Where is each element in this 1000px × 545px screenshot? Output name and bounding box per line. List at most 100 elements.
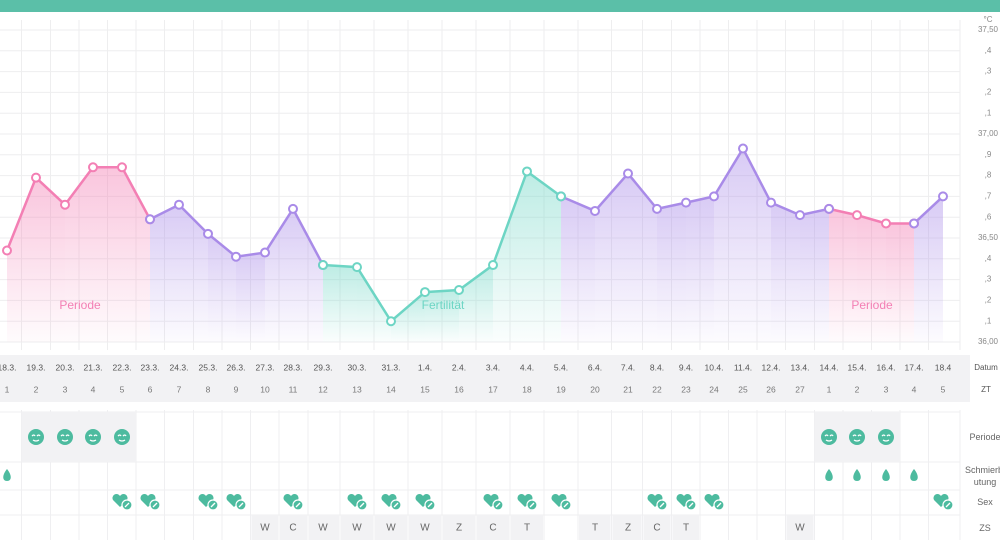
- temperature-point: [174, 199, 184, 210]
- cycle-day-label: 22: [652, 384, 662, 394]
- area-fill: [657, 202, 686, 342]
- y-tick-label: ,4: [985, 46, 992, 55]
- temperature-point: [420, 287, 430, 298]
- sex-icon: [415, 493, 431, 507]
- zs-cell: [672, 515, 699, 540]
- cycle-day-label: 7: [177, 384, 182, 394]
- zs-cell: [443, 515, 475, 540]
- y-tick-label: ,8: [985, 171, 992, 180]
- area-fill: [800, 208, 829, 342]
- temperature-line: [560, 146, 830, 217]
- spotting-icon: [3, 469, 11, 481]
- cycle-day-label: 1: [5, 384, 10, 394]
- zs-cell: [309, 515, 339, 540]
- period-icon-face: [852, 434, 862, 442]
- temperature-point: [909, 218, 919, 229]
- x-tick-label: 18.3.: [0, 362, 16, 372]
- period-icon-face: [824, 434, 834, 442]
- temperature-point: [590, 205, 600, 216]
- sex-icon: [283, 493, 299, 507]
- y-tick-label: ,7: [985, 192, 992, 201]
- zs-label: C: [289, 523, 296, 534]
- cycle-day-label: 3: [884, 384, 889, 394]
- axis-row-label: Datum: [974, 363, 998, 372]
- cycle-day-label: 6: [148, 384, 153, 394]
- period-icon-face: [88, 434, 98, 442]
- temperature-point: [454, 285, 464, 295]
- temperature-line: [322, 169, 562, 324]
- zs-label: C: [653, 523, 660, 534]
- sex-icon-check: [295, 502, 301, 508]
- area-fill: [493, 171, 527, 342]
- temperature-point: [260, 247, 270, 258]
- zs-cell: [477, 515, 509, 540]
- x-tick-label: 27.3.: [256, 362, 275, 372]
- sex-icon-check: [427, 502, 433, 508]
- phase-label: Fertilität: [422, 298, 465, 312]
- temperature-point: [681, 197, 691, 208]
- period-icon: [85, 429, 101, 445]
- x-tick-label: 29.3.: [314, 362, 333, 372]
- area-fill: [208, 233, 236, 342]
- sex-icon-check: [152, 502, 158, 508]
- row-label: Schmierblutung: [965, 465, 1000, 487]
- row-label: Sex: [977, 497, 993, 507]
- zs-label: W: [318, 523, 328, 534]
- top-bar: [0, 0, 1000, 12]
- axis-band: [0, 355, 970, 402]
- temperature-point: [60, 199, 70, 210]
- x-tick-label: 31.3.: [382, 362, 401, 372]
- zs-label: Z: [456, 523, 462, 534]
- x-tick-label: 25.3.: [199, 362, 218, 372]
- x-tick-label: 19.3.: [27, 362, 46, 372]
- y-tick-label: ,1: [985, 316, 992, 325]
- y-tick-label: 37,00: [978, 129, 999, 138]
- zs-label: W: [352, 523, 362, 534]
- sex-icon: [647, 493, 663, 507]
- x-tick-label: 22.3.: [113, 362, 132, 372]
- x-tick-label: 3.4.: [486, 362, 500, 372]
- y-tick-label: 36,50: [978, 233, 999, 242]
- x-tick-label: 24.3.: [170, 362, 189, 372]
- cycle-day-label: 10: [260, 384, 270, 394]
- spotting-icon: [825, 469, 833, 481]
- sex-icon-check: [238, 502, 244, 508]
- area-fill: [150, 204, 179, 342]
- cycle-day-label: 8: [206, 384, 211, 394]
- sex-icon-check: [716, 502, 722, 508]
- temperature-line: [5, 166, 152, 251]
- temperature-point: [203, 228, 213, 239]
- cycle-day-label: 25: [738, 384, 748, 394]
- sex-icon: [381, 493, 397, 507]
- sex-icon: [676, 493, 692, 507]
- cycle-day-label: 11: [289, 384, 298, 394]
- sex-icon: [112, 493, 128, 507]
- sex-icon-check: [563, 502, 569, 508]
- cycle-day-label: 3: [63, 384, 68, 394]
- temperature-point: [852, 210, 862, 221]
- area-fill: [323, 265, 357, 342]
- sex-icon: [140, 493, 156, 507]
- area-fill: [561, 196, 595, 342]
- cycle-day-label: 23: [681, 384, 691, 394]
- x-tick-label: 10.4.: [705, 362, 724, 372]
- cycle-day-label: 1: [827, 384, 832, 394]
- x-tick-label: 18.4: [935, 362, 952, 372]
- temperature-point: [145, 214, 155, 225]
- zs-label: T: [524, 523, 530, 534]
- area-fill: [595, 173, 628, 342]
- x-tick-label: 28.3.: [284, 362, 303, 372]
- y-tick-label: ,6: [985, 212, 992, 221]
- temperature-point: [556, 191, 566, 202]
- period-icon: [878, 429, 894, 445]
- area-fill: [686, 196, 714, 342]
- temperature-point: [824, 203, 834, 214]
- temperature-point: [766, 197, 776, 208]
- x-tick-label: 13.4.: [791, 362, 810, 372]
- area-fill: [425, 290, 459, 342]
- area-fill: [293, 208, 323, 342]
- y-tick-label: ,3: [985, 275, 992, 284]
- cycle-day-label: 15: [420, 384, 430, 394]
